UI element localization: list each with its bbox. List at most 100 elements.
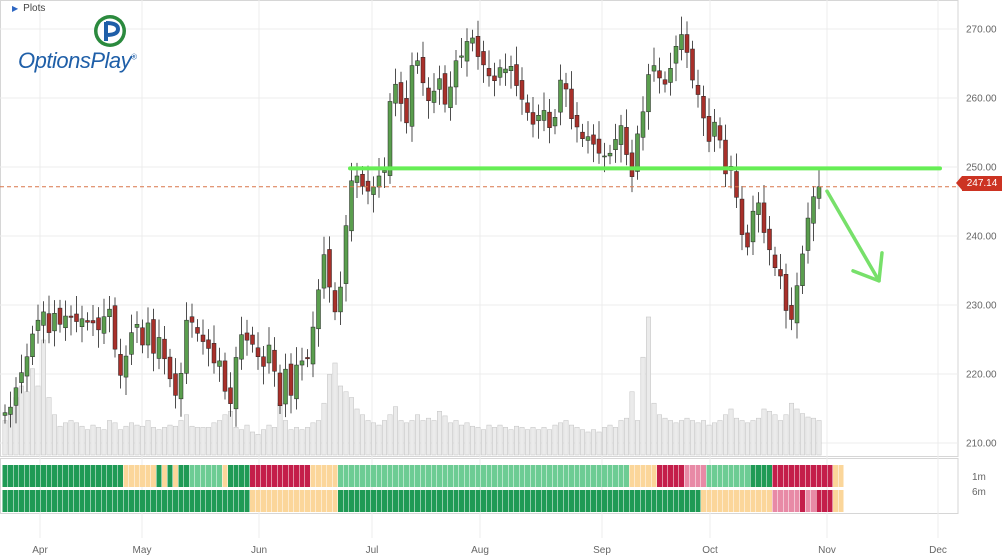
signal-bar [596, 465, 602, 487]
signal-bar [668, 490, 673, 512]
signal-bar [151, 465, 156, 487]
volume-bar [282, 420, 288, 456]
signal-bar [492, 465, 497, 487]
candle-down [404, 98, 409, 124]
signal-bar [327, 490, 332, 512]
signal-bar [778, 465, 783, 487]
candle-down [118, 354, 123, 376]
volume-bar [332, 362, 338, 456]
candle-up [712, 121, 717, 137]
candle-down [206, 339, 211, 349]
candle-up [63, 315, 68, 329]
forecast-arrow-shaft [825, 189, 881, 283]
signal-bar [123, 490, 129, 512]
volume-bar [546, 429, 552, 456]
signal-bar [585, 490, 591, 512]
signal-bar [767, 465, 772, 487]
signal-bar [690, 490, 695, 512]
signal-bar [272, 490, 277, 512]
signal-bar [222, 490, 228, 512]
volume-bar [755, 417, 761, 456]
signal-bar [24, 465, 30, 487]
volume-bar [167, 424, 173, 456]
signal-bar [701, 490, 706, 512]
candle-down [140, 327, 145, 346]
volume-bar [74, 422, 80, 456]
candle-down [420, 57, 426, 84]
signal-bar [68, 465, 74, 487]
signal-bar [393, 465, 398, 487]
candle-down [475, 35, 481, 57]
signal-bar [398, 490, 404, 512]
registered-mark: ® [131, 52, 137, 62]
candle-up [497, 67, 503, 78]
signal-bar [514, 490, 519, 512]
signal-bar [525, 465, 530, 487]
signal-bar [662, 490, 668, 512]
signal-bar [299, 465, 305, 487]
signal-bar [618, 465, 624, 487]
signal-bar [382, 490, 387, 512]
volume-bar [304, 427, 310, 456]
signal-bar [8, 490, 13, 512]
candlesticks [2, 16, 822, 428]
signal-bar [624, 490, 629, 512]
volume-bar [156, 429, 162, 456]
signal-bar [167, 465, 173, 487]
volume-bar [722, 414, 728, 456]
volume-bar [447, 422, 453, 456]
signal-bar [569, 465, 574, 487]
volume-bar [68, 420, 74, 456]
volume-bar [200, 427, 206, 456]
volume-bar [629, 391, 635, 456]
signal-bar [283, 465, 288, 487]
candle-down [783, 274, 789, 311]
candle-down [261, 356, 266, 367]
signal-bar [310, 490, 316, 512]
signal-bar [558, 490, 563, 512]
signal-bar [464, 490, 470, 512]
volume-bar [24, 391, 30, 456]
candle-up [613, 139, 618, 150]
signal-bar [618, 490, 624, 512]
volume-bar [354, 408, 360, 456]
candle-up [464, 41, 470, 62]
signal-bar [723, 465, 728, 487]
candle-down [112, 305, 118, 350]
signal-bar [398, 465, 404, 487]
signal-bar [519, 465, 525, 487]
signal-bar [239, 490, 244, 512]
x-tick-label: Jul [366, 545, 379, 556]
y-tick-label: 230.00 [966, 301, 997, 312]
signal-bar [767, 490, 772, 512]
signal-bar [321, 490, 327, 512]
plots-toggle[interactable]: ▶ Plots [12, 3, 45, 14]
candle-up [541, 110, 547, 121]
signal-bar [118, 465, 123, 487]
candle-up [376, 175, 382, 188]
candle-up [558, 79, 563, 113]
candle-down [90, 320, 96, 324]
volume-bar [195, 427, 201, 456]
candle-down [244, 332, 250, 341]
signal-bar [800, 465, 805, 487]
signal-bar [35, 490, 41, 512]
candle-up [816, 186, 822, 199]
signal-bar [673, 465, 679, 487]
candle-up [679, 34, 684, 50]
signal-bar [41, 465, 46, 487]
volume-bar [574, 427, 580, 456]
signal-bar [112, 465, 118, 487]
volume-bar [750, 420, 756, 456]
volume-bar [557, 422, 563, 456]
volume-bar [62, 422, 68, 456]
signal-bar [35, 465, 41, 487]
candle-up [602, 155, 607, 158]
candle-down [657, 70, 662, 79]
signal-bar [140, 465, 145, 487]
signal-bar [19, 465, 24, 487]
candle-up [459, 55, 464, 58]
candle-down [250, 334, 255, 345]
